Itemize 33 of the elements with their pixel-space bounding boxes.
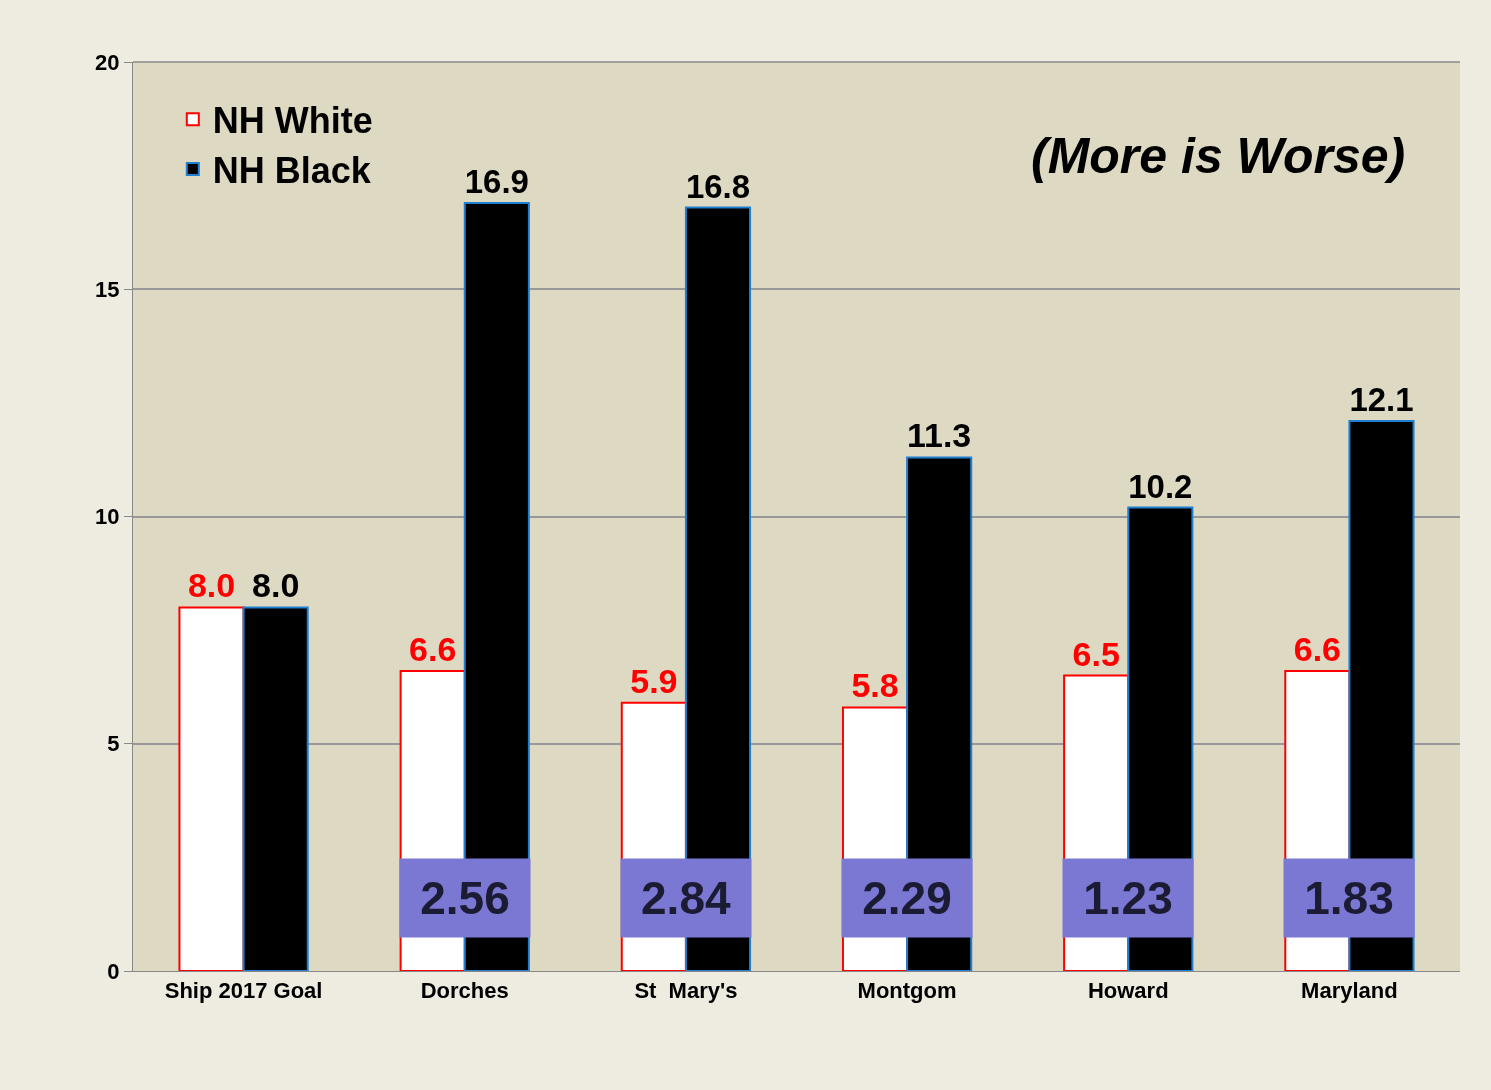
annotation: 2.84 [641,872,731,924]
data-label: 6.6 [1293,630,1341,669]
x-tick-label: Ship 2017 Goal [164,978,323,1004]
data-label: 16.9 [464,163,529,201]
annotation: 1.23 [1083,872,1173,924]
x-tick-label: St Mary's [634,978,738,1004]
bar [178,606,245,971]
data-label: 8.0 [187,566,236,605]
data-label: 12.1 [1349,381,1414,419]
y-tick-label: 20 [95,49,120,75]
data-label: 16.8 [685,167,751,205]
annotation: 2.56 [420,872,510,924]
annotation: 1.83 [1304,872,1394,924]
annotation: 2.29 [862,872,952,924]
data-label: 5.8 [851,666,899,705]
data-label: 5.9 [630,661,678,700]
x-tick-label: Montgom [857,978,957,1004]
legend-label: NH Black [212,150,372,192]
data-label: 11.3 [907,416,972,455]
x-tick-label: Dorches [420,978,509,1004]
x-tick-label: Maryland [1301,978,1398,1004]
data-label: 8.0 [252,566,300,605]
legend-label: NH White [212,100,373,142]
bar [242,606,309,971]
y-tick-label: 5 [107,731,120,757]
y-tick-label: 15 [95,276,120,302]
data-label: 6.6 [409,630,457,669]
data-label: 6.5 [1072,634,1120,673]
annotation: (More is Worse) [1031,128,1406,184]
y-tick-label: 10 [95,504,120,530]
x-tick-label: Howard [1087,978,1169,1004]
data-label: 10.2 [1128,467,1193,505]
y-tick-label: 0 [107,958,120,984]
